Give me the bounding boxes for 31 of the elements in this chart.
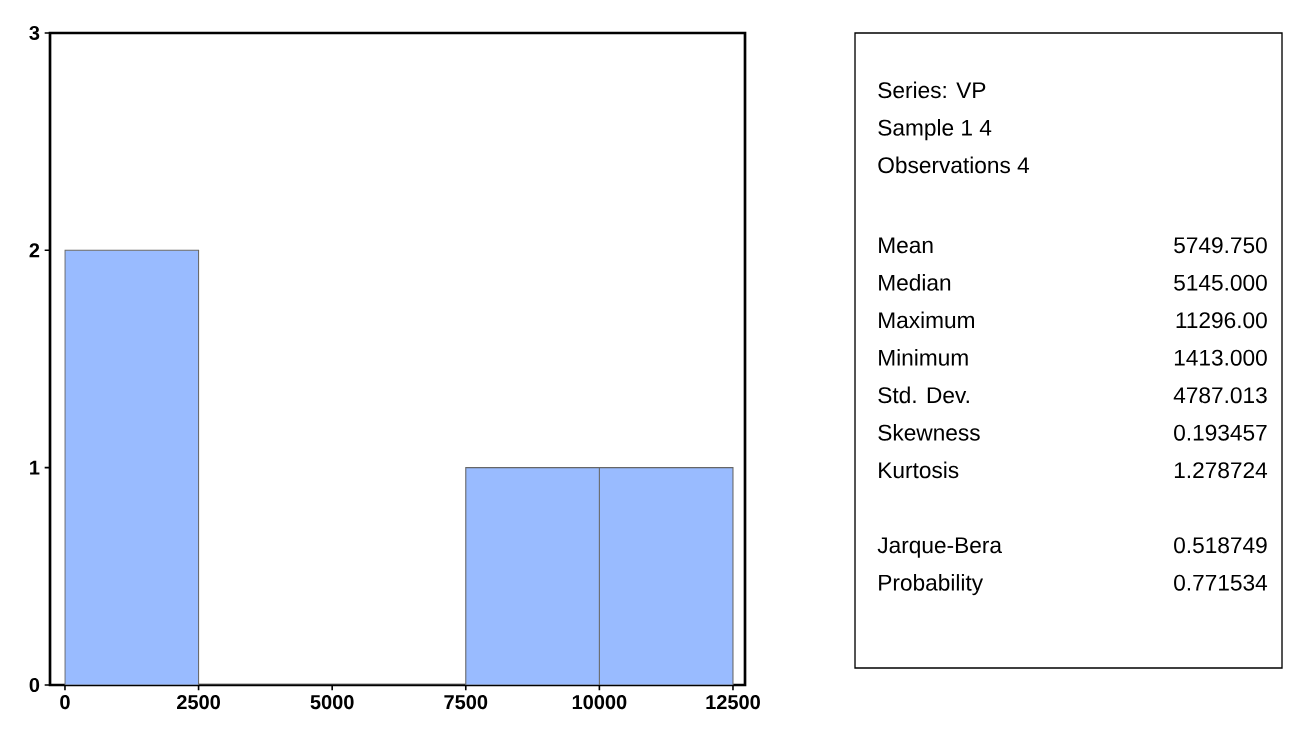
text: 0.518749 — [1174, 537, 1267, 554]
text: 4787.013 — [1173, 387, 1267, 404]
text: 1.278724 — [1174, 462, 1268, 479]
y-tick-label: 1 — [30, 460, 40, 475]
y-tick-label: 2 — [29, 243, 40, 258]
text: Kurtosis — [879, 461, 959, 479]
text: Minimum — [879, 349, 968, 366]
x-tick-label: 10000 — [572, 695, 627, 710]
text: 11296.00 — [1176, 312, 1267, 329]
x-tick-label: 0 — [60, 695, 70, 710]
text: 0.771534 — [1174, 574, 1268, 591]
text: 5749.750 — [1174, 237, 1267, 254]
x-tick-label: 5000 — [310, 695, 354, 710]
y-tick-label: 3 — [29, 25, 40, 41]
text: Observations 4 — [878, 156, 1030, 174]
text: 1413.000 — [1174, 349, 1267, 366]
x-tick-label: 2500 — [177, 695, 220, 710]
text: Maximum — [879, 311, 974, 329]
text: Mean — [879, 237, 933, 254]
text: Skewness — [878, 424, 980, 441]
text: 0.193457 — [1174, 424, 1267, 441]
text: 5145.000 — [1174, 274, 1267, 291]
text: Jarque-Bera — [877, 537, 1002, 558]
text: Series: VP — [878, 81, 986, 99]
text: Probability — [879, 574, 984, 596]
y-tick-label: 0 — [29, 677, 40, 693]
text: Std. Dev. — [878, 386, 969, 404]
text: Sample 1 4 — [878, 119, 992, 141]
x-tick-label: 7500 — [444, 695, 488, 710]
x-tick-label: 12500 — [706, 695, 760, 710]
text: Median — [879, 274, 951, 291]
